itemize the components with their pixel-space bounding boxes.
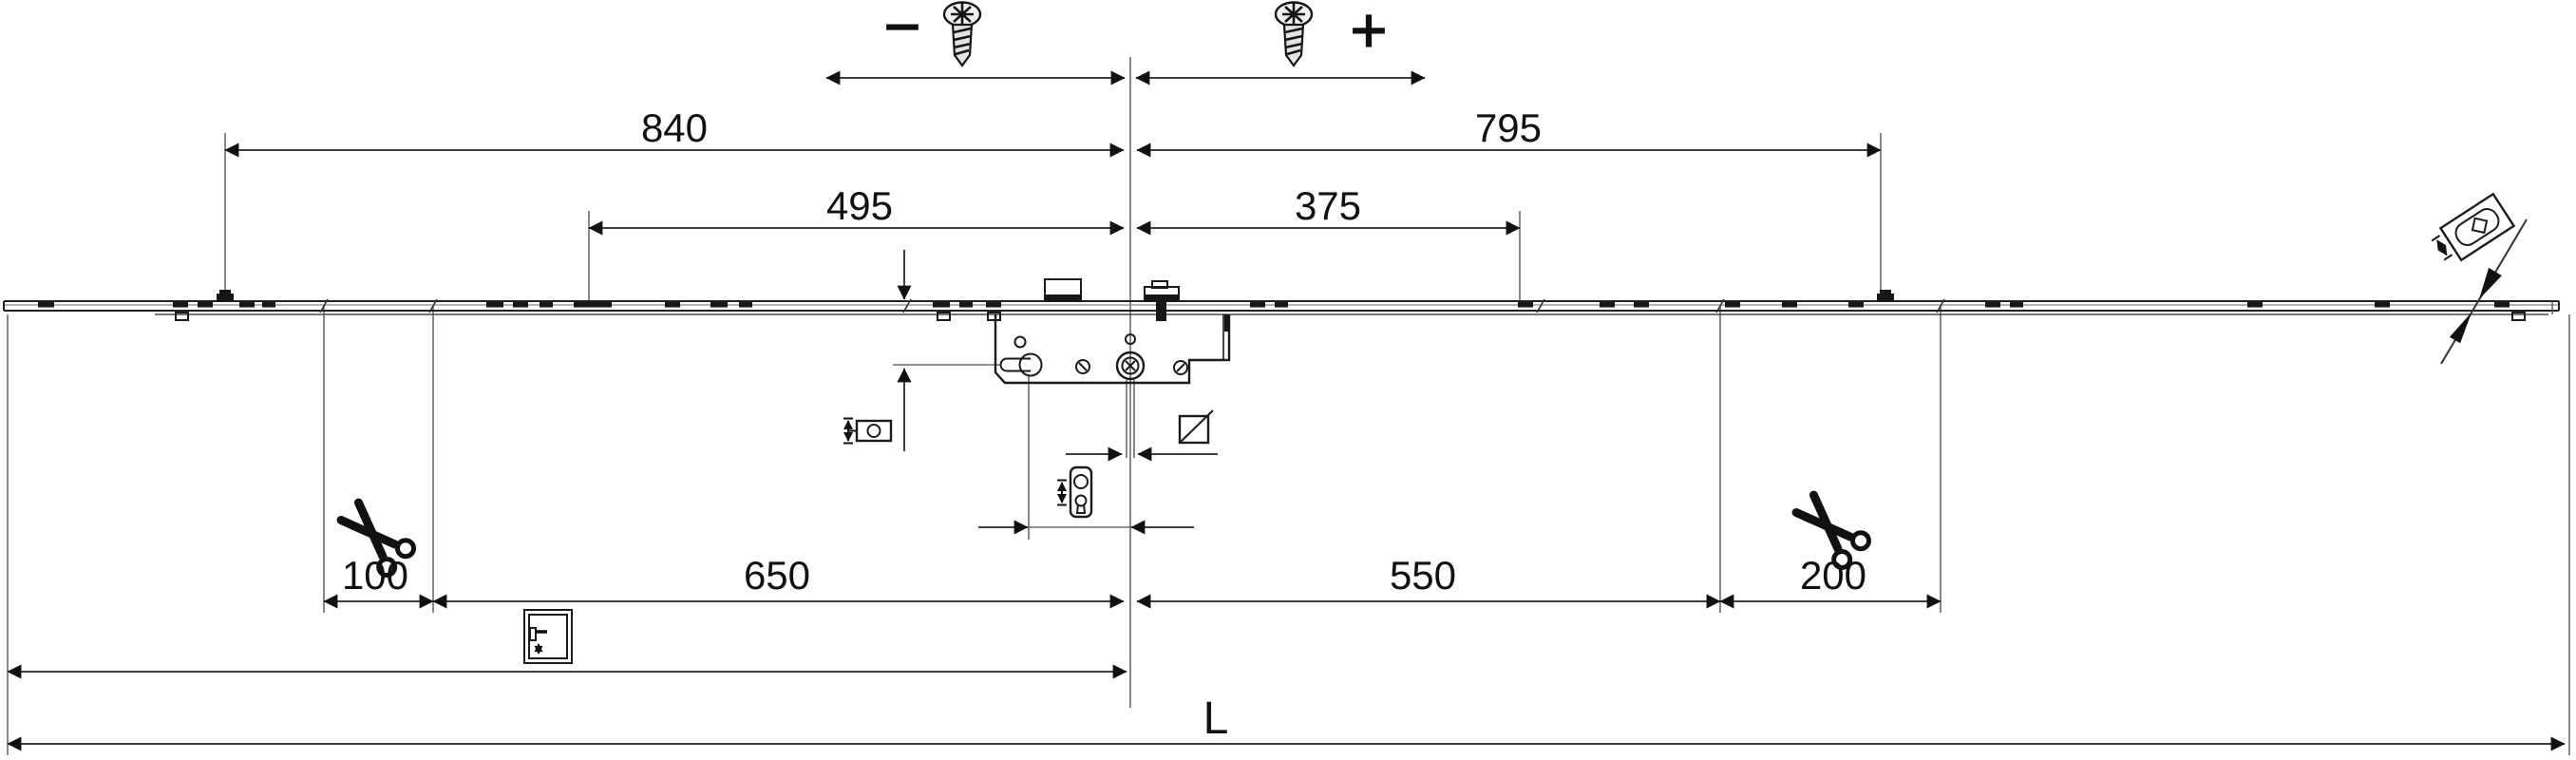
fixing-hole <box>1125 333 1136 345</box>
handle-follower <box>1115 351 1146 381</box>
rail-joint-ticks <box>319 298 1945 314</box>
dim-label-375: 375 <box>1295 183 1361 228</box>
dimension-row-840-795: 840 795 <box>224 105 1882 158</box>
case-screw <box>1173 360 1188 375</box>
rail-screw-marks <box>38 302 2510 308</box>
faceplate-rail <box>3 290 2560 321</box>
dim-label-550: 550 <box>1390 553 1456 598</box>
dim-label-L: L <box>1203 694 1229 744</box>
minus-sign: − <box>881 0 923 56</box>
plus-sign: + <box>1347 0 1390 60</box>
adjustment-direction-row: − + <box>825 0 1426 86</box>
screw-icon <box>1274 1 1314 67</box>
profile-cylinder-icon <box>1057 466 1093 519</box>
corner-cam-adjust-icon <box>2431 192 2528 365</box>
dim-label-200: 200 <box>1800 553 1866 598</box>
dim-label-650: 650 <box>744 553 810 598</box>
dim-label-495: 495 <box>826 183 893 228</box>
rail-clips <box>175 312 2526 321</box>
local-dimensions <box>897 250 1218 535</box>
mushroom-cam <box>1877 290 1894 302</box>
dim-label-100: 100 <box>342 553 408 598</box>
locking-pin <box>1156 301 1166 321</box>
dimension-row-100-650-550-200: 100 650 550 200 <box>323 553 1941 609</box>
dim-label-795: 795 <box>1475 105 1542 150</box>
dimension-row-total-length: L <box>7 694 2566 751</box>
lock-gearbox <box>994 278 1231 385</box>
screw-icon <box>942 1 982 67</box>
gearbox-case <box>994 314 1231 385</box>
door-leaf-handle-icon <box>523 609 573 664</box>
square-spindle-icon <box>1178 409 1214 445</box>
faceplate-cam-adjust-icon <box>843 417 893 445</box>
case-screw <box>1075 359 1090 374</box>
dim-label-840: 840 <box>641 105 708 150</box>
extension-lines <box>7 57 2570 755</box>
mushroom-cam <box>217 290 234 302</box>
fixing-hole <box>1013 335 1027 349</box>
euro-cylinder-hole <box>999 352 1043 377</box>
dimension-row-495-375: 495 375 <box>588 183 1521 236</box>
